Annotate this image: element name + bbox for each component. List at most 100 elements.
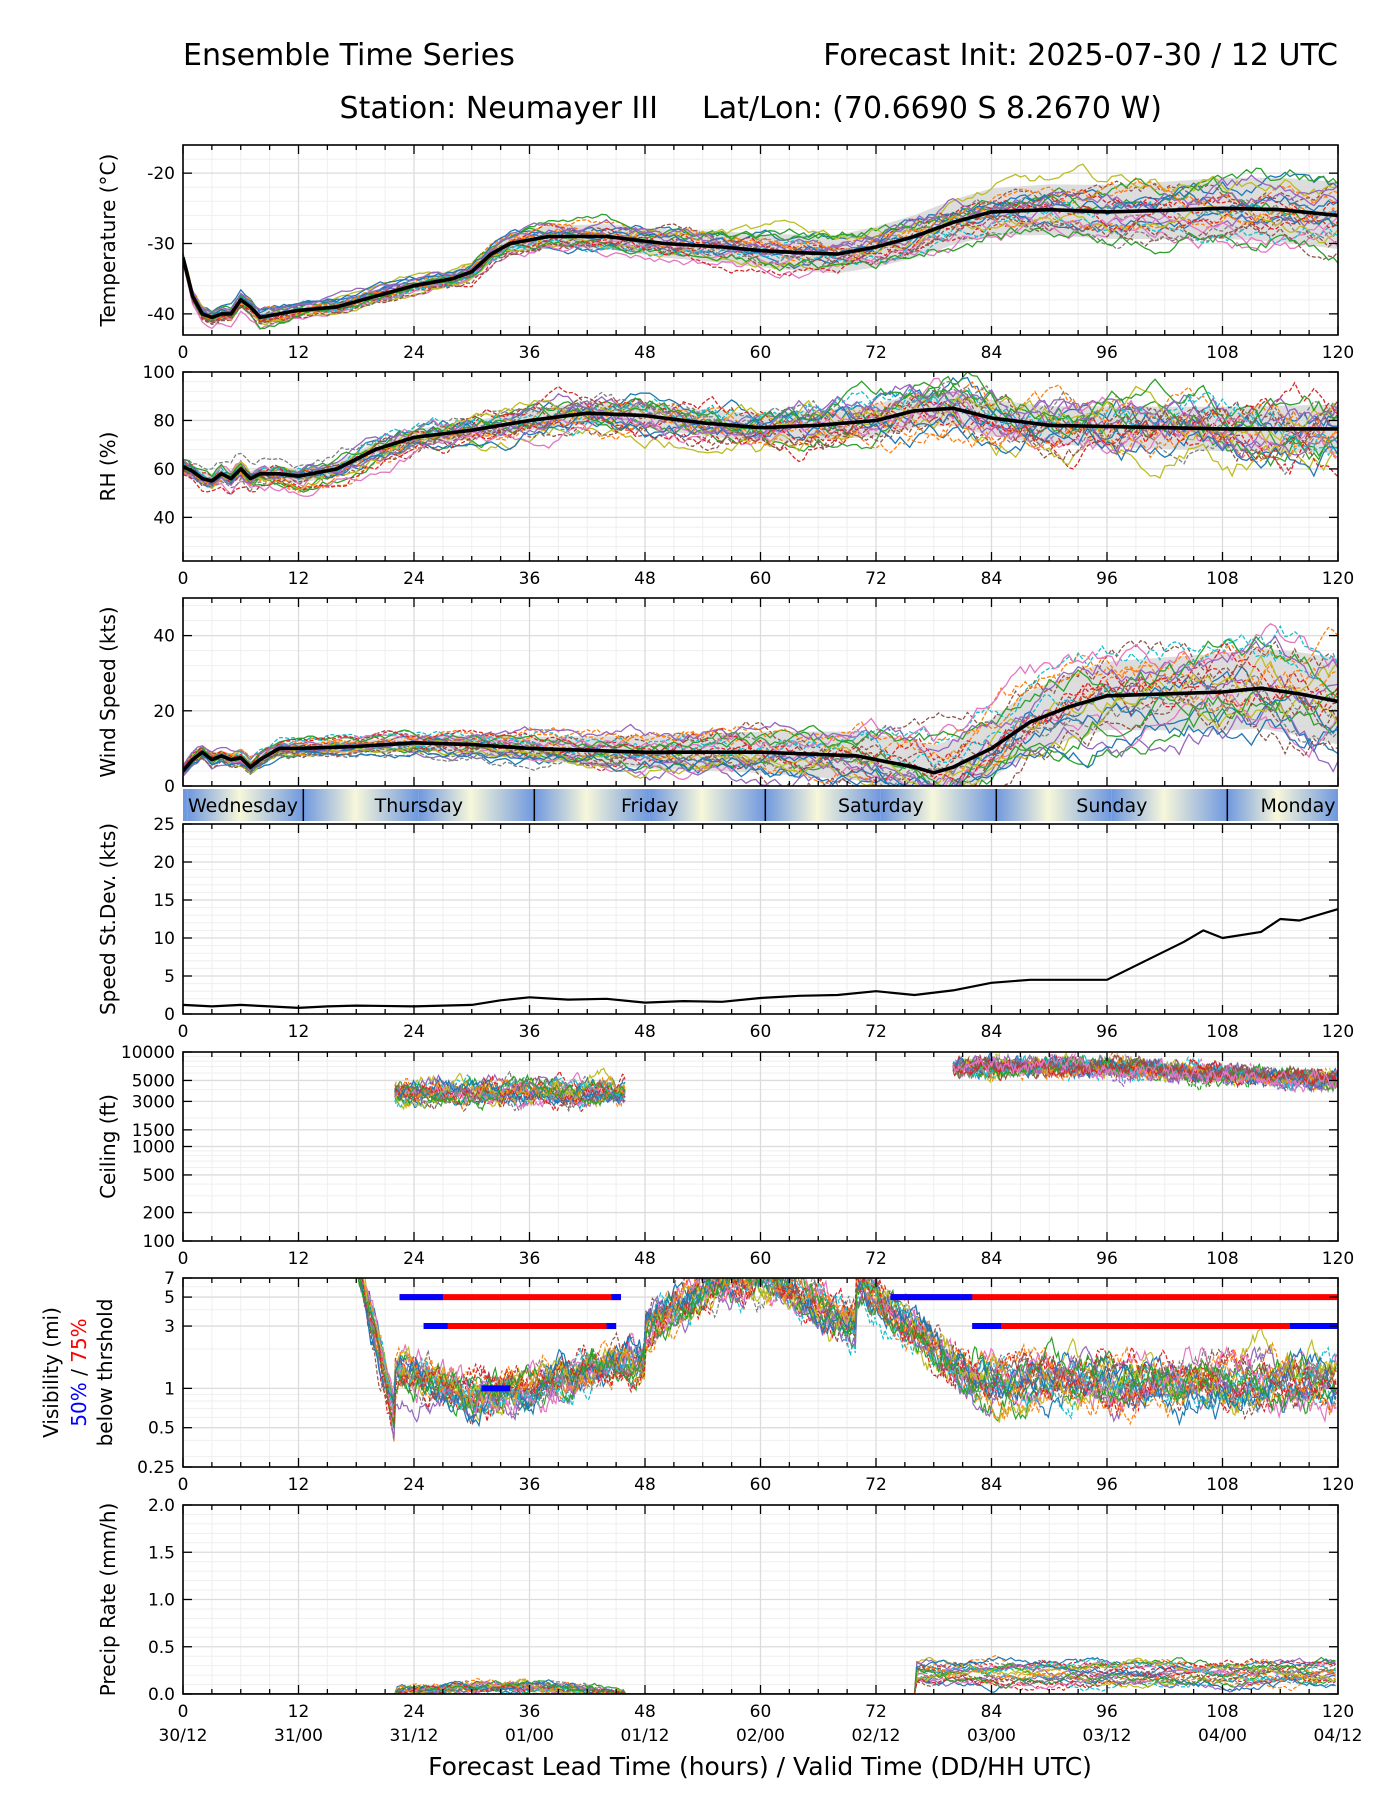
y-axis-label: Speed St.Dev. (kts) [96,823,120,1015]
ceiling-member-line [394,1073,626,1107]
precip-member-line [183,1657,1337,1694]
y-axis-label-threshold: 50% / 75% [67,1318,91,1426]
x-tick-label: 48 [634,1022,656,1042]
visibility-member-line [359,1278,1337,1424]
ensemble-member-line [183,381,1338,485]
valid-time-label: 31/12 [390,1726,439,1746]
x-tick-label: 12 [288,1702,310,1722]
x-axis-label: Forecast Lead Time (hours) / Valid Time … [428,1752,1092,1781]
y-tick-label: 200 [143,1204,175,1224]
x-tick-label: 48 [634,1249,656,1269]
x-tick-label: 24 [403,1702,425,1722]
x-tick-label: 60 [750,343,772,363]
panel-precip: 0 12 24 36 48 60 72 84 96 108 120 30/12 31/00 31/12 01… [96,1496,1363,1746]
valid-time-label: 04/00 [1198,1726,1247,1746]
y-tick-label: 25 [153,815,175,835]
ensemble-member-line [183,690,1338,786]
precip-member-line [183,1658,1336,1694]
x-tick-label: 48 [634,1702,656,1722]
title-left: Ensemble Time Series [183,38,515,73]
day-segment [303,789,419,821]
valid-time-label: 31/00 [274,1726,323,1746]
label-50-percent: 50% [67,1382,91,1426]
y-tick-label: 1.0 [148,1591,175,1611]
ensemble-member-line [183,205,1338,326]
visibility-member-line [361,1278,1337,1421]
x-ticks [182,1052,1339,1241]
plot-area [183,372,1338,498]
x-tick-label: 48 [634,343,656,363]
precip-member-line [183,1658,1336,1694]
label-75-percent: 75% [67,1318,91,1362]
visibility-member-line [359,1278,1337,1429]
x-tick-label: 24 [403,343,425,363]
x-tick-label: 60 [750,569,772,589]
plot-area [357,1278,1338,1442]
valid-time-label: 04/12 [1314,1726,1363,1746]
y-tick-label: 0.5 [148,1419,175,1439]
panel-rh: 0 12 24 36 48 60 72 84 96 108 120 40 60 80 100 RH (%) [96,363,1354,589]
x-tick-label: 108 [1206,1475,1238,1495]
y-tick-label: 15 [153,891,175,911]
day-label: Saturday [838,795,924,817]
x-tick-label: 0 [178,1475,189,1495]
ensemble-member-line [183,190,1338,317]
visibility-member-line [361,1278,1337,1424]
ensemble-members [183,372,1338,498]
ensemble-member-line [183,395,1338,496]
precip-member-line [183,1662,1337,1694]
ceiling-members [394,1052,1338,1113]
x-tick-label: 96 [1096,569,1118,589]
ensemble-mean-line [183,908,1338,1010]
ensemble-member-line [183,167,1338,313]
x-tick-label: 108 [1206,1249,1238,1269]
ensemble-member-line [183,226,1338,330]
y-tick-label: -40 [147,305,175,325]
x-ticks [182,824,1339,1014]
y-tick-label: 0 [164,777,175,797]
ceiling-member-line [394,1075,626,1108]
ceiling-member-line [952,1053,1338,1093]
x-tick-label: 120 [1322,343,1354,363]
precip-member-line [183,1656,1336,1694]
precip-member-line [183,1660,1336,1694]
ensemble-member-line [183,204,1338,321]
ensemble-member-line [183,385,1338,471]
y-tick-label: 20 [153,853,175,873]
label-separator: / [67,1363,91,1382]
x-tick-label: 96 [1096,1702,1118,1722]
precip-member-line [183,1656,1336,1694]
ceiling-member-line [394,1075,626,1112]
day-label: Friday [621,795,679,817]
title-right: Forecast Init: 2025-07-30 / 12 UTC [823,38,1338,73]
ensemble-mean-line [183,206,1338,320]
y-tick-label: 10000 [121,1043,175,1063]
plot-area [183,908,1338,1010]
x-tick-label: 108 [1206,569,1238,589]
ceiling-member-line [394,1073,626,1113]
x-tick-label: 84 [981,343,1003,363]
day-label: Monday [1260,795,1335,817]
x-tick-label: 72 [865,1702,887,1722]
ensemble-member-line [183,174,1338,313]
x-tick-label: 84 [981,1475,1003,1495]
x-tick-label: 0 [178,1022,189,1042]
x-tick-label: 12 [288,343,310,363]
ensemble-member-line [183,181,1338,322]
precip-member-line [183,1657,1336,1694]
x-tick-label: 120 [1322,569,1354,589]
panel-wind_speed: 0 20 40 Wind Speed (kts) [96,597,1339,797]
x-tick-label: 120 [1322,1702,1354,1722]
x-tick-label: 84 [981,569,1003,589]
day-segment [765,789,881,821]
y-axis-label: Wind Speed (kts) [96,606,120,777]
day-segment [418,789,535,821]
ensemble-member-line [183,191,1338,320]
y-tick-label: 5 [164,1288,175,1308]
x-tick-label: 48 [634,569,656,589]
plot-area [183,163,1338,331]
panel-temperature: 0 12 24 36 48 60 72 84 96 108 120 -20 -30 -40 Temperat… [96,144,1354,363]
precip-member-line [183,1658,1336,1694]
ensemble-members [183,163,1338,331]
